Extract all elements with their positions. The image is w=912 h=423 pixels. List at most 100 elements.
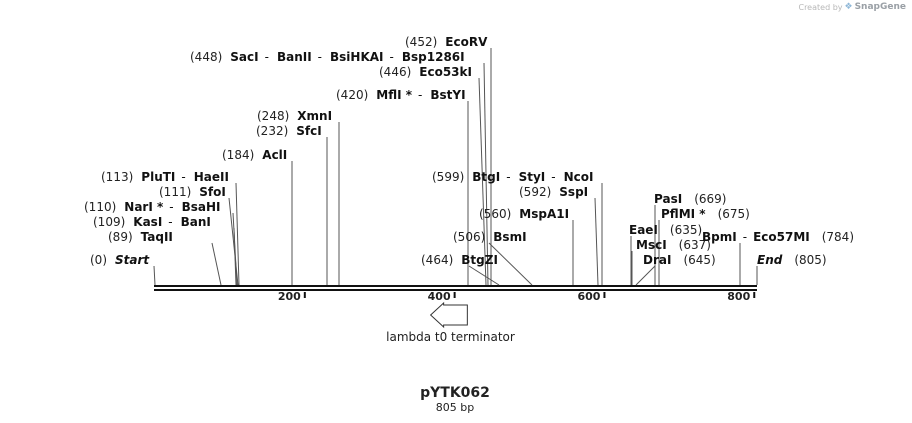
site-position: (464) [421, 253, 453, 267]
enzyme-name: DraI [643, 253, 671, 267]
scale-tick-label: 400 [428, 290, 451, 303]
enzyme-name: MspA1I [519, 207, 569, 221]
site-label-start[interactable]: (0) Start [90, 253, 150, 267]
site-label-xmni[interactable]: (248) XmnI [257, 109, 332, 123]
site-label-nari[interactable]: (110) NarI * - BsaHI [84, 200, 221, 214]
site-separator: - [551, 170, 555, 184]
site-position: (637) [679, 238, 711, 252]
feature-arrow[interactable] [429, 301, 468, 329]
site-labels: (0) Start (89) TaqII(109) KasI - BanI(110) NarI… [84, 35, 854, 267]
enzyme-name: SacI [230, 50, 258, 64]
credit-prefix: Created by [798, 2, 843, 12]
feature-group: lambda t0 terminator [386, 301, 515, 344]
site-position: (110) [84, 200, 116, 214]
site-position: (0) [90, 253, 107, 267]
site-leader-drai [635, 265, 656, 286]
site-leader-saci [483, 62, 489, 286]
site-label-eaei[interactable]: EaeI (635) [629, 223, 702, 237]
site-label-bsmi[interactable]: (506) BsmI [453, 230, 527, 244]
scale-tick-label: 200 [278, 290, 301, 303]
site-label-mspa1i[interactable]: (560) MspA1I [479, 207, 569, 221]
plasmid-name: pYTK062 [420, 385, 490, 401]
site-leader-eco53ki [478, 77, 487, 286]
enzyme-name: BstYI [430, 88, 465, 102]
site-leader-pluti [235, 182, 240, 286]
site-label-drai[interactable]: DraI (645) [643, 253, 716, 267]
enzyme-name: BanI [181, 215, 211, 229]
enzyme-name: Bsp1286I [402, 50, 465, 64]
site-label-mfli[interactable]: (420) MflI * - BstYI [336, 88, 466, 102]
enzyme-name: End [757, 253, 783, 267]
enzyme-name: BpmI [702, 230, 737, 244]
enzyme-name: XmnI [297, 109, 332, 123]
site-position: (446) [379, 65, 411, 79]
site-position: (669) [694, 192, 726, 206]
site-position: (645) [683, 253, 715, 267]
site-position: (420) [336, 88, 368, 102]
site-leader-sfoi [228, 197, 239, 286]
site-position: (111) [159, 185, 191, 199]
enzyme-name: BtgI [472, 170, 500, 184]
enzyme-name: PflMI * [661, 207, 706, 221]
site-label-eco53ki[interactable]: (446) Eco53kI [379, 65, 472, 79]
site-label-end[interactable]: End (805) [757, 253, 827, 267]
enzyme-name: NcoI [564, 170, 594, 184]
site-leaders [153, 48, 758, 286]
site-label-pasi[interactable]: PasI (669) [654, 192, 726, 206]
enzyme-name: BsmI [493, 230, 526, 244]
scale-tick-label: 800 [727, 290, 750, 303]
site-leader-bsmi [488, 242, 533, 286]
site-position: (675) [718, 207, 750, 221]
enzyme-name: EaeI [629, 223, 658, 237]
site-label-saci[interactable]: (448) SacI - BanII - BsiHKAI - Bsp1286I [190, 50, 465, 64]
site-label-msci[interactable]: MscI (637) [636, 238, 711, 252]
enzyme-name: StyI [519, 170, 546, 184]
site-position: (113) [101, 170, 133, 184]
enzyme-name: TaqII [141, 230, 173, 244]
site-position: (805) [794, 253, 826, 267]
site-position: (448) [190, 50, 222, 64]
enzyme-name: BanII [277, 50, 312, 64]
enzyme-name: Eco57MI [753, 230, 810, 244]
site-separator: - [265, 50, 269, 64]
site-label-sfci[interactable]: (232) SfcI [256, 124, 322, 138]
snapgene-credit: Created by ❖ SnapGene [798, 2, 906, 12]
enzyme-name: SfoI [199, 185, 226, 199]
site-position: (506) [453, 230, 485, 244]
site-label-acli[interactable]: (184) AclI [222, 148, 287, 162]
site-position: (452) [405, 35, 437, 49]
scale-ticks: 200 400 600 800 [278, 290, 756, 303]
credit-brand: SnapGene [854, 2, 906, 12]
site-separator: - [169, 200, 173, 214]
site-leader-sspi [594, 197, 599, 286]
site-position: (599) [432, 170, 464, 184]
site-separator: - [168, 215, 172, 229]
enzyme-name: HaeII [194, 170, 229, 184]
site-label-btgi[interactable]: (599) BtgI - StyI - NcoI [432, 170, 593, 184]
site-position: (184) [222, 148, 254, 162]
site-label-pflmi[interactable]: PflMI * (675) [661, 207, 750, 221]
site-separator: - [506, 170, 510, 184]
site-label-pluti[interactable]: (113) PluTI - HaeII [101, 170, 229, 184]
enzyme-name: BtgZI [461, 253, 498, 267]
enzyme-name: MscI [636, 238, 667, 252]
feature-label: lambda t0 terminator [386, 330, 515, 344]
enzyme-name: BsaHI [182, 200, 221, 214]
site-separator: - [743, 230, 747, 244]
site-label-btgzi[interactable]: (464) BtgZI [421, 253, 498, 267]
site-separator: - [181, 170, 185, 184]
site-label-kasi[interactable]: (109) KasI - BanI [93, 215, 211, 229]
site-label-sspi[interactable]: (592) SspI [519, 185, 588, 199]
site-position: (89) [108, 230, 133, 244]
site-label-ecorv[interactable]: (452) EcoRV [405, 35, 488, 49]
site-label-bpmi[interactable]: BpmI - Eco57MI (784) [702, 230, 854, 244]
plasmid-length: 805 bp [436, 401, 474, 414]
site-position: (109) [93, 215, 125, 229]
site-label-sfoi[interactable]: (111) SfoI [159, 185, 226, 199]
site-leader-taqii [211, 242, 222, 286]
site-separator: - [318, 50, 322, 64]
site-label-taqii[interactable]: (89) TaqII [108, 230, 173, 244]
site-position: (232) [256, 124, 288, 138]
site-leader-start [153, 265, 156, 286]
